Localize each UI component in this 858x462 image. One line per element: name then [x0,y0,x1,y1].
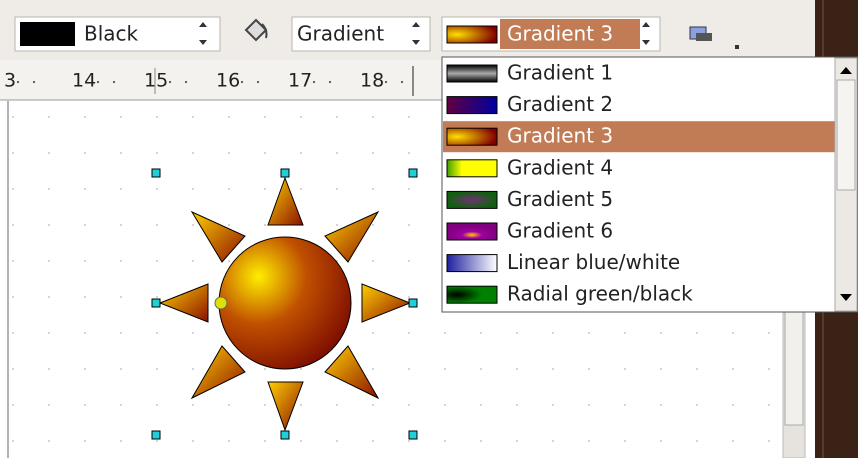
ruler-dot [241,81,243,83]
dropdown-item[interactable]: Gradient 3 [507,124,613,148]
sun-body[interactable] [219,237,351,369]
dropdown-item[interactable]: Gradient 5 [507,187,613,211]
ruler-label: 15 [144,70,168,92]
item-swatch [447,65,497,82]
item-swatch [447,223,497,240]
color-swatch [20,22,75,46]
gluepoint [215,297,227,309]
item-swatch [447,255,497,272]
item-swatch [447,160,497,177]
ruler-dot [185,81,187,83]
fill-value-label: Gradient 3 [507,22,613,46]
shadow-icon-part [696,33,712,41]
ruler-label: 14 [72,70,96,92]
line-color-label: Black [84,22,139,46]
ruler-dot [169,81,171,83]
screenshot: Black Gradient Gradient 3 3 14 15 16 17 18 Gr… [0,0,858,458]
dropdown-item[interactable]: Linear blue/white [507,250,680,274]
scroll-thumb[interactable] [785,300,803,425]
ruler-dot [17,81,19,83]
item-swatch [447,128,497,145]
ruler-dot [313,81,315,83]
dropdown-item[interactable]: Gradient 1 [507,61,613,85]
dropdown-item[interactable]: Gradient 6 [507,219,613,243]
ruler-dot [113,81,115,83]
ruler-label: 18 [360,70,384,92]
item-swatch [447,191,497,208]
page: Black Gradient Gradient 3 3 14 15 16 17 18 Gr… [0,0,858,458]
item-swatch [447,97,497,114]
ruler-dot [329,81,331,83]
ruler-dot [385,81,387,83]
ruler-dot [401,81,403,83]
ruler-label: 16 [216,70,240,92]
more-arrow[interactable] [735,45,739,49]
item-swatch [447,286,497,303]
gradient-swatch [447,26,497,43]
dropdown-item[interactable]: Gradient 4 [507,155,613,179]
ruler-dot [257,81,259,83]
list-scroll-thumb[interactable] [837,80,855,190]
ruler-dot [97,81,99,83]
fill-style-label: Gradient [297,22,384,46]
ruler-dot [33,81,35,83]
item-highlight [443,121,835,152]
ruler-label: 3 [4,70,16,92]
dropdown-item[interactable]: Gradient 2 [507,92,613,116]
dropdown-item[interactable]: Radial green/black [507,282,693,306]
ruler-label: 17 [288,70,312,92]
